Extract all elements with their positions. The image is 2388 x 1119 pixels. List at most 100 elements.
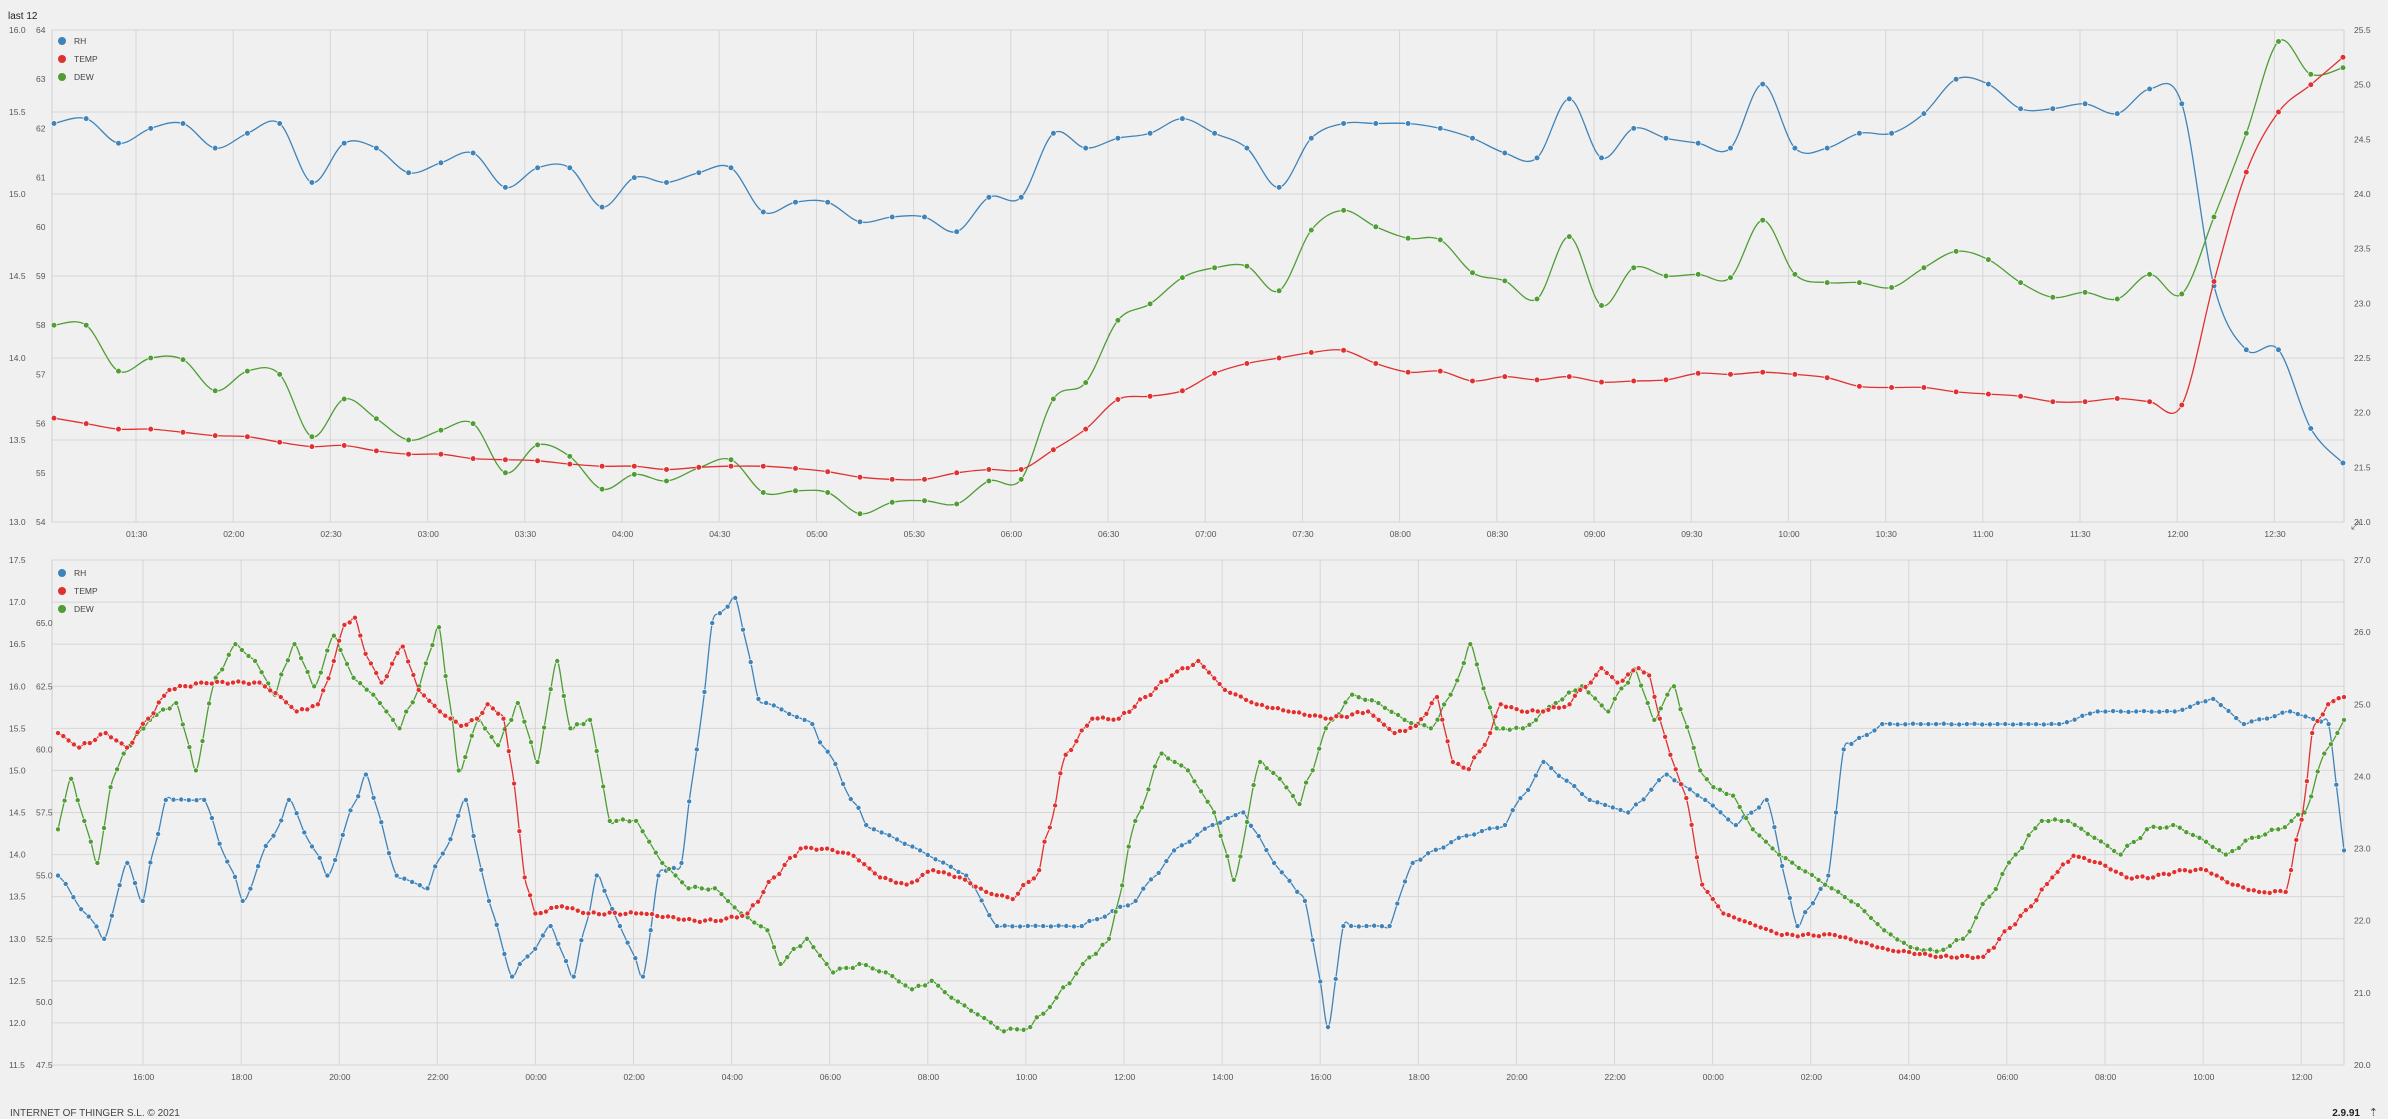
data-point-temp <box>2309 730 2315 736</box>
data-point-temp <box>299 706 305 712</box>
data-point-temp <box>659 914 666 920</box>
data-point-dew <box>74 797 81 803</box>
data-point-dew <box>941 989 948 996</box>
data-point-dew <box>2282 824 2288 831</box>
data-point-temp <box>898 880 905 886</box>
data-point-dew <box>1763 838 1769 845</box>
data-point-dew <box>758 923 764 930</box>
data-point-rh <box>1371 922 1377 929</box>
rh-swatch-icon <box>58 37 66 45</box>
data-point-temp <box>972 883 979 890</box>
data-point-rh <box>1687 786 1693 793</box>
data-point-temp <box>1301 711 1308 718</box>
data-point-dew <box>1145 786 1152 793</box>
x-axis-tick-label: 05:30 <box>904 529 926 537</box>
data-point-dew <box>889 499 896 506</box>
data-point-dew <box>2268 826 2275 833</box>
legend-item-temp[interactable]: TEMP <box>58 582 98 600</box>
data-point-temp <box>760 889 767 895</box>
expand-icon[interactable]: ⤢ <box>2351 520 2360 532</box>
data-point-rh <box>301 829 308 836</box>
data-point-temp <box>1131 703 1138 710</box>
x-axis-tick-label: 18:00 <box>231 1072 253 1082</box>
data-point-temp <box>2139 873 2146 880</box>
data-point-temp <box>1550 704 1557 710</box>
data-point-rh <box>2333 781 2340 788</box>
data-point-temp <box>325 675 332 682</box>
data-point-rh <box>163 797 169 803</box>
legend-item-dew[interactable]: DEW <box>58 68 98 86</box>
data-point-rh <box>2082 100 2089 107</box>
data-point-dew <box>337 647 344 653</box>
data-point-dew <box>698 885 705 892</box>
data-point-temp <box>182 683 189 689</box>
data-point-dew <box>692 883 699 890</box>
data-point-temp <box>695 464 702 471</box>
data-point-rh <box>1887 721 1893 727</box>
data-point-dew <box>173 700 179 706</box>
inner-axis-tick-label: 62.5 <box>36 681 53 691</box>
data-point-temp <box>2038 886 2045 893</box>
data-point-temp <box>2210 278 2218 285</box>
data-point-rh <box>1610 804 1616 811</box>
data-point-rh <box>1286 877 1293 884</box>
arrow-up-icon[interactable]: ⇡ <box>2368 1107 2378 1119</box>
data-point-dew <box>2082 289 2089 296</box>
data-point-rh <box>1456 834 1462 841</box>
data-point-rh <box>801 717 808 723</box>
data-point-temp <box>161 693 167 699</box>
data-point-dew <box>955 998 961 1005</box>
data-point-dew <box>212 387 219 394</box>
data-point-dew <box>317 669 324 676</box>
data-point-temp <box>2086 857 2093 864</box>
legend-item-rh[interactable]: RH <box>58 32 98 50</box>
data-point-dew <box>1263 765 1270 772</box>
data-point-temp <box>1879 945 1886 951</box>
data-point-temp <box>924 868 931 875</box>
data-point-dew <box>1953 937 1960 943</box>
data-point-temp <box>1354 709 1361 715</box>
data-point-temp <box>1397 728 1403 734</box>
data-point-dew <box>2012 851 2019 858</box>
data-point-temp <box>2054 869 2061 875</box>
data-point-temp <box>792 853 799 859</box>
data-point-temp <box>574 907 581 914</box>
data-point-dew <box>1408 720 1414 726</box>
data-point-temp <box>1582 684 1589 690</box>
data-point-temp <box>1920 384 1927 391</box>
data-point-temp <box>1344 714 1350 720</box>
right-axis-tick-label: 25.5 <box>2354 25 2371 35</box>
data-point-temp <box>1577 687 1583 693</box>
data-point-temp <box>230 679 236 686</box>
legend-item-rh[interactable]: RH <box>58 564 98 582</box>
data-point-rh <box>2275 346 2282 353</box>
data-point-rh <box>1078 923 1085 929</box>
data-point-rh <box>262 843 269 849</box>
data-point-temp <box>479 710 486 716</box>
legend-item-temp[interactable]: TEMP <box>58 50 98 68</box>
data-point-rh <box>309 843 315 850</box>
data-point-temp <box>235 678 242 685</box>
data-point-dew <box>823 961 830 967</box>
data-point-dew <box>2339 64 2347 71</box>
data-point-temp <box>283 699 289 706</box>
data-point-temp <box>2219 875 2225 882</box>
data-point-rh <box>932 856 939 863</box>
data-point-dew <box>2177 824 2183 831</box>
data-point-dew <box>1487 704 1493 711</box>
data-point-temp <box>2272 888 2278 895</box>
data-point-temp <box>1545 707 1552 713</box>
legend-item-dew[interactable]: DEW <box>58 600 98 618</box>
data-point-rh <box>239 898 246 904</box>
data-point-dew <box>1066 980 1073 987</box>
data-point-dew <box>1093 950 1099 957</box>
data-point-temp <box>1308 349 1315 356</box>
data-point-rh <box>486 898 492 904</box>
data-point-temp <box>256 679 263 686</box>
data-point-temp <box>1487 730 1493 736</box>
data-point-dew <box>1809 872 1815 878</box>
data-point-dew <box>1139 804 1145 811</box>
data-point-dew <box>1388 709 1395 715</box>
data-point-dew <box>488 734 495 740</box>
data-point-rh <box>2114 110 2121 117</box>
